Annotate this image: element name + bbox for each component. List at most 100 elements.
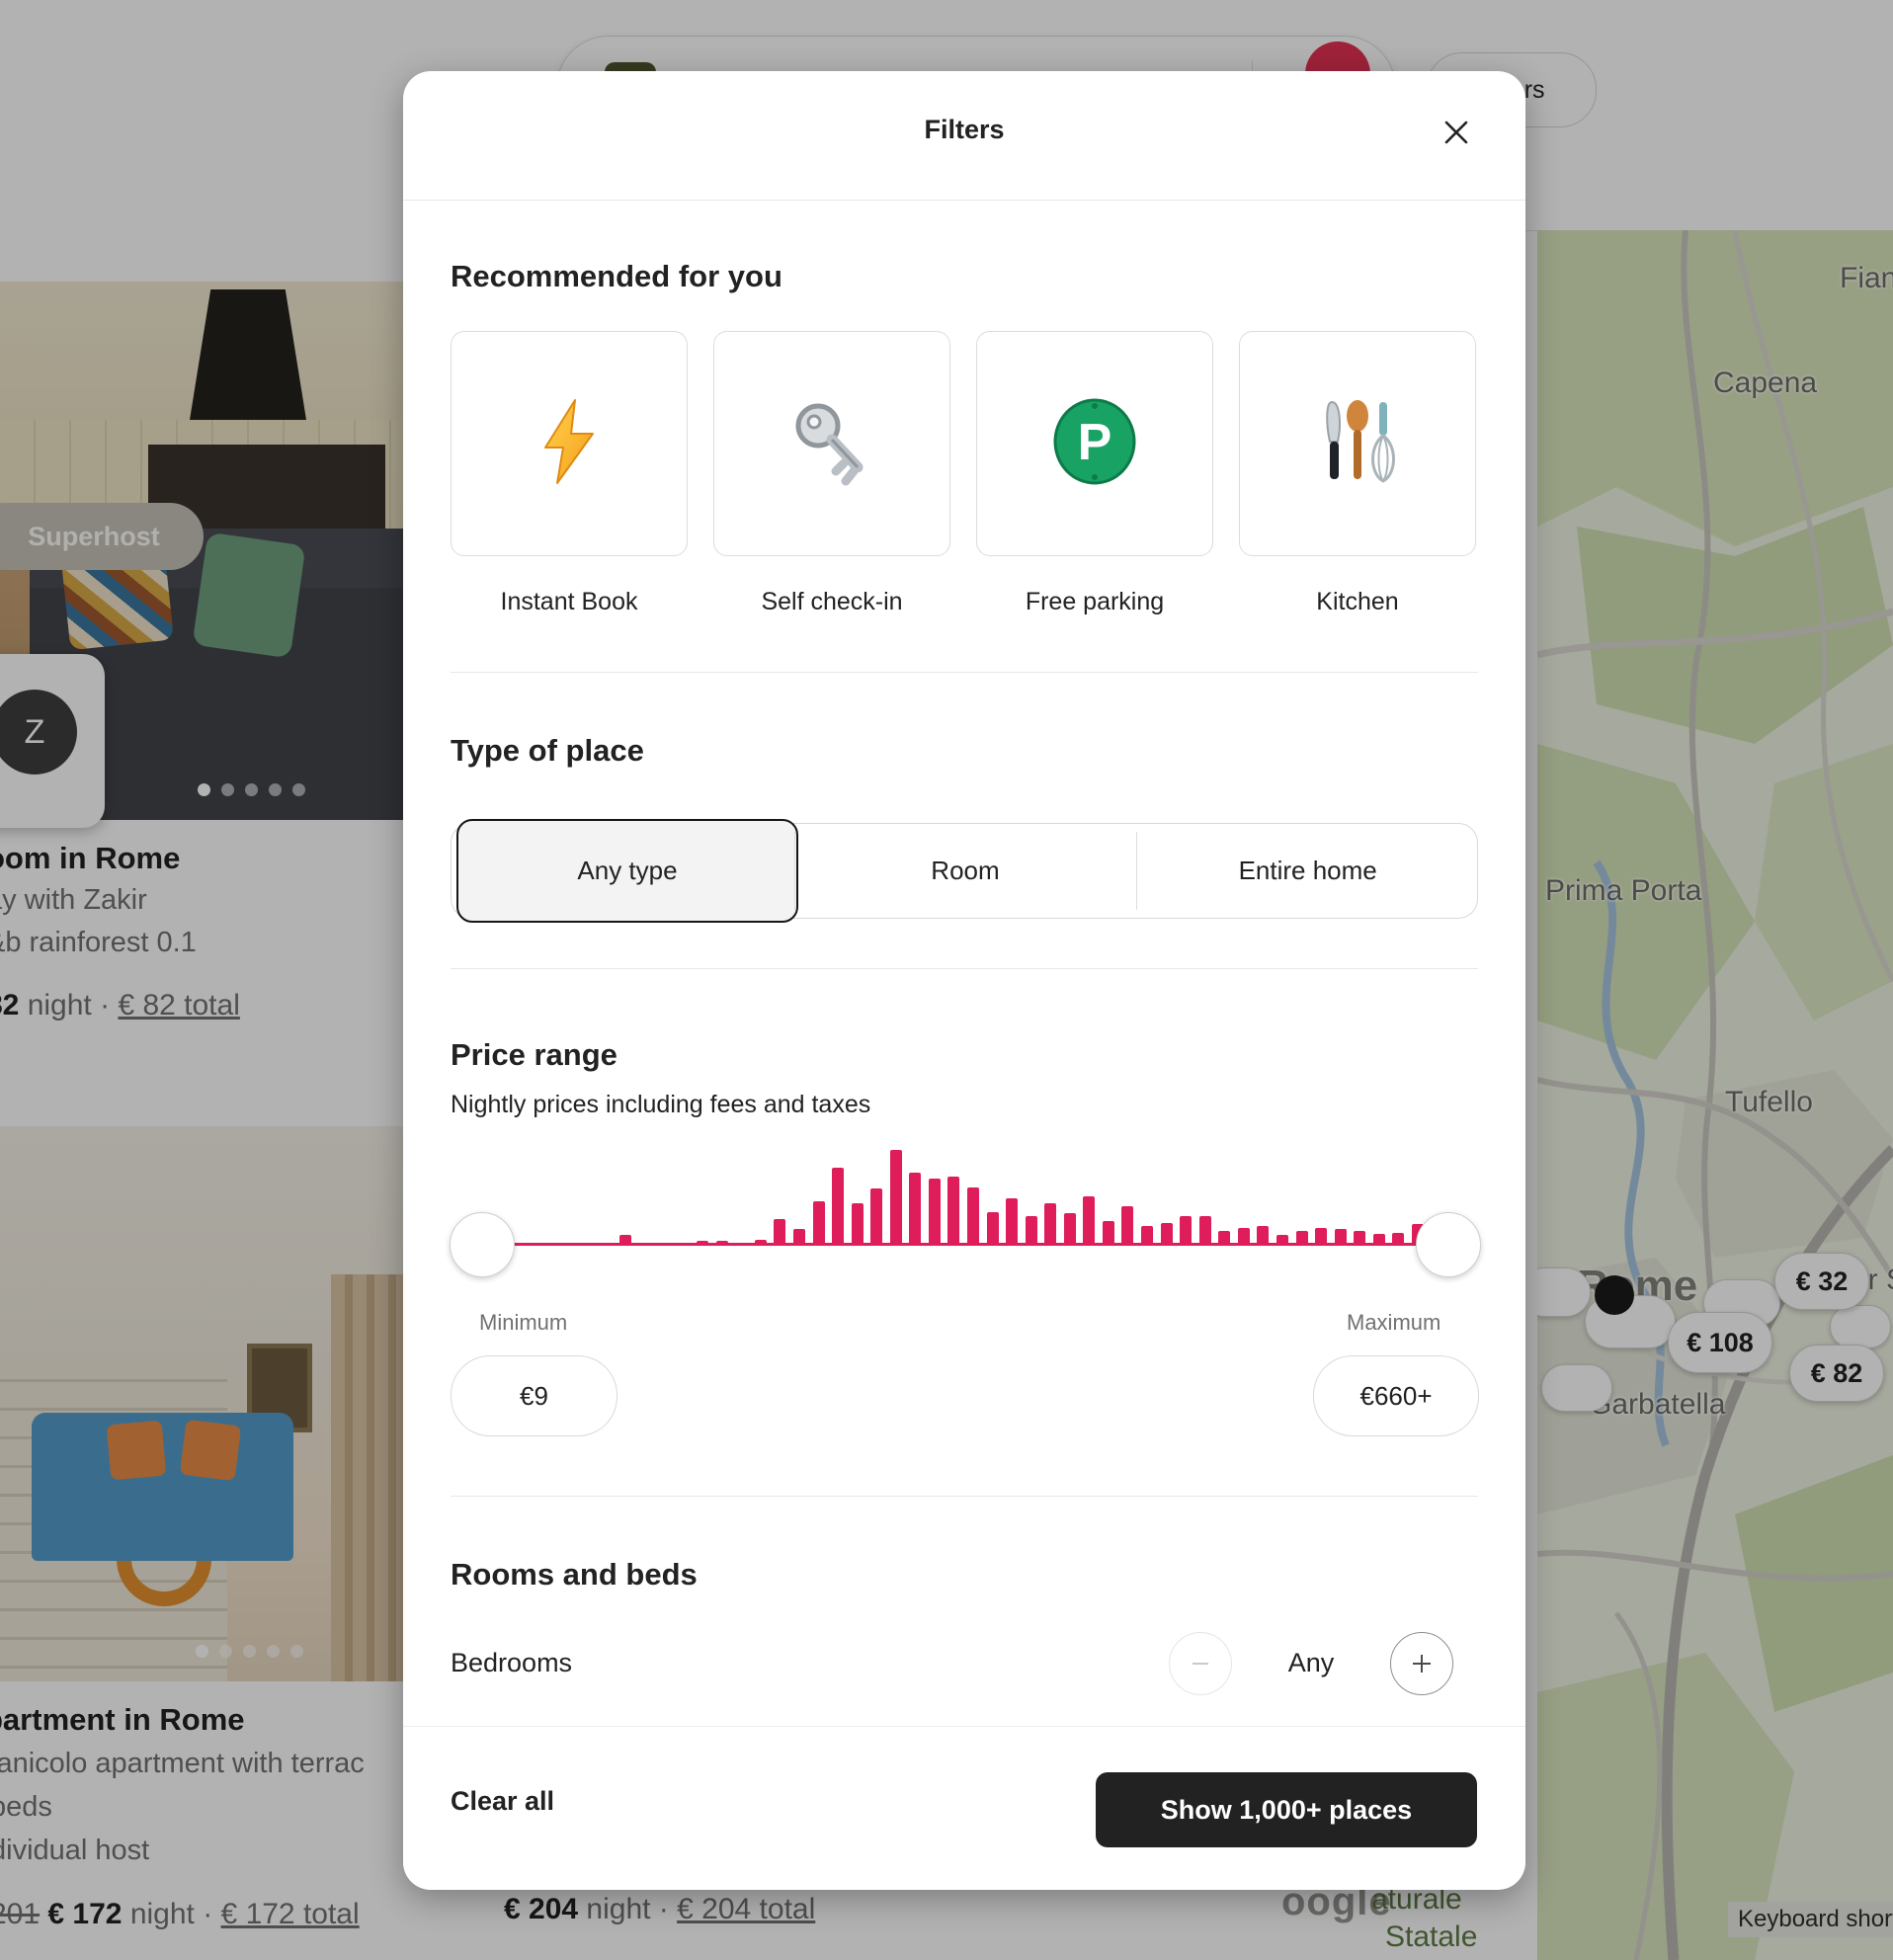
histogram-bar	[1315, 1228, 1328, 1244]
histogram-bar	[1141, 1226, 1154, 1244]
histogram-bar	[967, 1187, 979, 1244]
total-price-link[interactable]: € 172 total	[220, 1898, 360, 1930]
map-pin-empty[interactable]	[1830, 1305, 1891, 1348]
carousel-dots[interactable]	[196, 1645, 303, 1658]
segment-divider	[793, 832, 795, 910]
carousel-dot	[243, 1645, 256, 1658]
price-range-subtitle: Nightly prices including fees and taxes	[451, 1091, 871, 1118]
carousel-dots[interactable]	[198, 783, 305, 796]
histogram-bar	[1121, 1206, 1134, 1244]
filter-card-instant-book[interactable]	[451, 331, 688, 556]
carousel-dot	[196, 1645, 208, 1658]
histogram-bar	[1160, 1223, 1173, 1244]
recommended-heading: Recommended for you	[451, 259, 782, 293]
clear-all-button[interactable]: Clear all	[451, 1786, 555, 1816]
listing-title[interactable]: oom in Rome	[0, 841, 181, 875]
parking-icon: P	[1047, 394, 1142, 494]
histogram-bar	[1063, 1213, 1076, 1244]
total-price-link[interactable]: € 204 total	[677, 1893, 816, 1925]
map-price-pin[interactable]: € 108	[1668, 1312, 1772, 1373]
type-option-room[interactable]: Room	[931, 856, 1000, 885]
histogram-bar	[1354, 1231, 1366, 1244]
type-option-any-type[interactable]: Any type	[456, 819, 798, 923]
keyboard-shortcuts[interactable]: Keyboard shortcut	[1728, 1902, 1893, 1937]
map-attribution: Statale	[1385, 1920, 1478, 1953]
histogram-bar	[1237, 1228, 1250, 1244]
filter-card-self-check-in[interactable]	[713, 331, 950, 556]
carousel-dot	[269, 783, 282, 796]
map-price-pin[interactable]: € 82	[1789, 1345, 1884, 1402]
superhost-badge: Superhost	[0, 503, 204, 570]
carousel-dot	[219, 1645, 232, 1658]
listing-price: € 204 night · € 204 total	[504, 1893, 816, 1925]
svg-text:P: P	[1078, 414, 1112, 471]
listing-photo[interactable]	[0, 1126, 403, 1681]
histogram-bar	[812, 1201, 825, 1244]
histogram-bar	[1180, 1216, 1193, 1244]
kitchen-icon	[1310, 394, 1405, 494]
filter-card-label: Free parking	[1025, 588, 1165, 615]
histogram-bar	[715, 1241, 728, 1244]
histogram-bar	[754, 1240, 767, 1244]
show-places-button[interactable]: Show 1,000+ places	[1096, 1772, 1477, 1847]
map-location-dot	[1595, 1275, 1634, 1315]
type-option-entire-home[interactable]: Entire home	[1238, 856, 1377, 885]
map-place-label: Prima Porta	[1545, 874, 1702, 907]
listings-column: Z oom in Rome ay with Zakir &b rainfores…	[0, 230, 403, 1960]
close-icon[interactable]	[1437, 113, 1476, 152]
carousel-dot	[290, 1645, 303, 1658]
histogram-bar	[1083, 1196, 1096, 1244]
carousel-dot	[245, 783, 258, 796]
host-card[interactable]: Z	[0, 654, 105, 828]
filter-card-free-parking[interactable]: P	[976, 331, 1213, 556]
maximum-price-input[interactable]: €660+	[1313, 1355, 1479, 1436]
listing-title[interactable]: partment in Rome	[0, 1702, 245, 1737]
total-price-link[interactable]: € 82 total	[118, 989, 240, 1021]
divider	[451, 1496, 1478, 1497]
carousel-dot	[292, 783, 305, 796]
histogram-bar	[1276, 1235, 1288, 1244]
histogram-bar	[1392, 1233, 1405, 1244]
histogram-bar	[1334, 1229, 1347, 1244]
map[interactable]: FiancCapenaPrima PortaTufelloRomeor SGar…	[1537, 230, 1893, 1960]
histogram-bar	[1044, 1203, 1057, 1244]
bedrooms-decrement-button[interactable]	[1169, 1632, 1232, 1695]
map-price-pin[interactable]: € 32	[1774, 1253, 1869, 1310]
minimum-price-input[interactable]: €9	[451, 1355, 617, 1436]
bedrooms-value: Any	[1287, 1648, 1335, 1677]
map-place-label: Fianc	[1840, 262, 1893, 294]
divider	[451, 672, 1478, 673]
minimum-label: Minimum	[479, 1310, 568, 1335]
modal-title: Filters	[924, 115, 1005, 144]
histogram-bar	[851, 1203, 864, 1244]
map-place-label: Tufello	[1725, 1086, 1813, 1118]
histogram-bar	[1295, 1231, 1308, 1244]
filter-card-kitchen[interactable]	[1239, 331, 1476, 556]
type-of-place-heading: Type of place	[451, 733, 644, 768]
bedrooms-label: Bedrooms	[451, 1648, 573, 1677]
map-pin-empty[interactable]	[1537, 1267, 1591, 1317]
carousel-dot	[198, 783, 210, 796]
recommended-cards: P	[451, 331, 1478, 558]
listing-subtitle: ianicolo apartment with terrac	[0, 1748, 365, 1779]
histogram-bar	[889, 1150, 902, 1244]
listing-subtitle: dividual host	[0, 1835, 150, 1866]
bedrooms-increment-button[interactable]	[1390, 1632, 1453, 1695]
max-price-slider-handle[interactable]	[1416, 1212, 1481, 1277]
min-price-slider-handle[interactable]	[450, 1212, 515, 1277]
listing-subtitle: ay with Zakir	[0, 884, 147, 916]
map-place-label: Capena	[1713, 367, 1818, 399]
listing-price: 201 € 172 night · € 172 total	[0, 1898, 360, 1930]
histogram-bar	[947, 1177, 960, 1244]
map-pin-empty[interactable]	[1541, 1364, 1612, 1412]
segment-divider	[1136, 832, 1138, 910]
histogram-bar	[697, 1241, 709, 1244]
histogram-bar	[928, 1179, 941, 1244]
price-range-heading: Price range	[451, 1037, 617, 1072]
histogram-bar	[1372, 1234, 1385, 1244]
divider	[451, 968, 1478, 969]
listing-subtitle: &b rainforest 0.1	[0, 927, 197, 958]
filters-modal: Filters Recommended for you P Instant Bo…	[403, 71, 1525, 1890]
